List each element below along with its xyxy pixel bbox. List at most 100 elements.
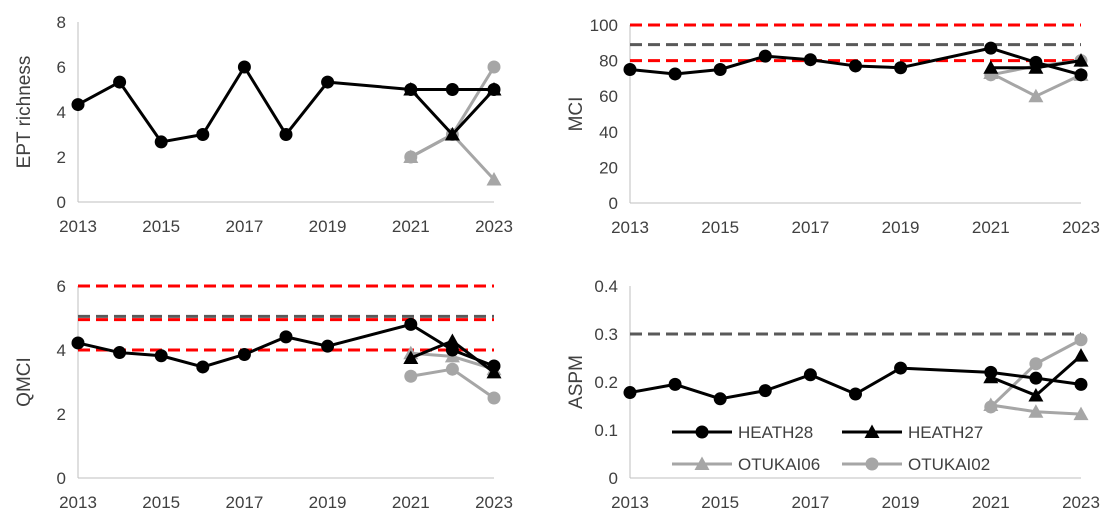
y-tick-label: 20 xyxy=(599,158,618,177)
data-point-heath28 xyxy=(623,63,637,76)
data-point-otukai06 xyxy=(486,172,502,186)
data-point-heath28 xyxy=(623,386,637,400)
legend: HEATH28 HEATH27 OTUKAI06 OTUKAI02 xyxy=(672,423,990,474)
series-line-heath28 xyxy=(629,366,1082,401)
y-tick-label: 2 xyxy=(57,405,66,424)
data-point-heath28 xyxy=(445,343,459,357)
data-point-heath28 xyxy=(1029,55,1043,69)
data-point-heath28 xyxy=(849,387,862,401)
data-point-heath28 xyxy=(487,359,501,373)
x-tick-label: 2015 xyxy=(701,218,739,237)
x-tick-label: 2013 xyxy=(611,218,649,237)
legend-label: HEATH28 xyxy=(738,423,813,442)
data-point-heath27 xyxy=(403,350,419,364)
x-tick-label: 2023 xyxy=(1062,493,1100,512)
data-point-heath28 xyxy=(279,128,293,141)
data-point-heath28 xyxy=(196,360,210,374)
legend-marker xyxy=(695,425,709,439)
x-tick-label: 2017 xyxy=(791,493,829,512)
y-tick-label: 0 xyxy=(609,469,618,488)
y-tick-label: 0 xyxy=(57,469,66,488)
x-tick-label: 2023 xyxy=(475,217,513,236)
data-point-heath28 xyxy=(758,384,772,398)
data-point-heath28 xyxy=(713,392,727,406)
data-point-otukai06 xyxy=(403,149,419,163)
y-tick-label: 0.2 xyxy=(594,373,618,392)
x-tick-label: 2021 xyxy=(972,218,1010,237)
data-point-otukai06 xyxy=(1028,404,1044,418)
data-point-heath28 xyxy=(894,61,908,75)
y-tick-label: 4 xyxy=(57,341,66,360)
data-point-heath28 xyxy=(445,83,459,96)
legend-label: OTUKAI06 xyxy=(738,455,820,474)
y-axis-label: EPT richness xyxy=(14,56,35,169)
data-point-heath27 xyxy=(1073,53,1089,67)
data-point-heath28 xyxy=(1029,371,1043,385)
data-point-heath27 xyxy=(1028,387,1044,402)
x-tick-label: 2015 xyxy=(701,493,739,512)
y-tick-label: 0 xyxy=(57,193,66,212)
y-axis-label: QMCI xyxy=(14,357,35,407)
data-point-heath28 xyxy=(803,368,817,382)
series-line-otukai02 xyxy=(410,66,496,159)
y-tick-label: 100 xyxy=(590,16,618,35)
data-point-heath28 xyxy=(1074,377,1088,391)
data-point-heath28 xyxy=(713,63,727,76)
y-tick-label: 8 xyxy=(57,13,66,32)
x-tick-label: 2013 xyxy=(59,493,97,512)
x-tick-label: 2015 xyxy=(142,493,180,512)
x-tick-label: 2023 xyxy=(1062,218,1100,237)
y-tick-label: 2 xyxy=(57,148,66,167)
data-point-otukai02 xyxy=(445,362,459,376)
data-point-heath28 xyxy=(984,41,998,55)
series-line-heath28 xyxy=(629,46,1082,77)
x-tick-label: 2015 xyxy=(142,217,180,236)
x-tick-label: 2021 xyxy=(392,493,430,512)
x-tick-label: 2013 xyxy=(611,493,649,512)
data-point-otukai02 xyxy=(1074,333,1088,347)
data-point-heath28 xyxy=(1074,68,1088,82)
data-point-heath28 xyxy=(321,75,335,89)
chart-panel-1: 0 2 4 6 8 2013 2015 2017 2019 2021 2023 EPT richnes… xyxy=(14,13,513,236)
x-tick-label: 2019 xyxy=(882,493,920,512)
x-tick-label: 2013 xyxy=(59,217,97,236)
x-tick-label: 2017 xyxy=(225,217,263,236)
y-tick-label: 6 xyxy=(57,58,66,77)
data-point-heath28 xyxy=(984,365,998,379)
chart-panel-3: 0 2 4 6 2013 2015 2017 2019 2021 2023 QMCI xyxy=(14,277,513,512)
data-point-heath27 xyxy=(983,60,999,74)
x-tick-label: 2019 xyxy=(309,493,347,512)
data-point-heath28 xyxy=(668,377,682,391)
y-tick-label: 0.3 xyxy=(594,325,618,344)
data-point-heath28 xyxy=(154,349,168,363)
y-tick-label: 0.1 xyxy=(594,421,618,440)
data-point-heath28 xyxy=(71,98,85,112)
data-point-heath28 xyxy=(196,128,210,141)
data-point-heath28 xyxy=(668,67,682,81)
x-tick-label: 2021 xyxy=(972,493,1010,512)
series-line-heath28 xyxy=(77,65,494,144)
legend-label: OTUKAI02 xyxy=(908,455,990,474)
y-tick-label: 6 xyxy=(57,277,66,296)
data-point-heath28 xyxy=(803,53,817,67)
series-line-otukai06 xyxy=(410,133,496,181)
legend-marker xyxy=(865,457,879,471)
y-tick-label: 40 xyxy=(599,123,618,142)
data-point-heath28 xyxy=(894,361,908,375)
data-point-heath28 xyxy=(113,346,127,360)
data-point-heath28 xyxy=(237,347,251,361)
y-tick-label: 80 xyxy=(599,52,618,71)
data-point-otukai02 xyxy=(1029,357,1043,371)
x-tick-label: 2017 xyxy=(791,218,829,237)
data-point-heath28 xyxy=(758,49,772,63)
data-point-heath28 xyxy=(237,60,251,74)
data-point-heath28 xyxy=(279,330,293,344)
data-point-heath27 xyxy=(444,333,460,348)
data-point-heath28 xyxy=(71,336,85,350)
data-point-heath28 xyxy=(154,135,168,149)
data-point-otukai06 xyxy=(1073,406,1089,421)
data-point-otukai02 xyxy=(404,369,418,383)
data-point-otukai06 xyxy=(1028,88,1044,103)
x-tick-label: 2019 xyxy=(882,218,920,237)
